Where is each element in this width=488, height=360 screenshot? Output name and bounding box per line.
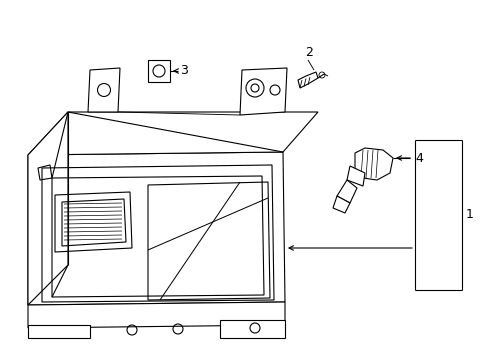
Polygon shape [332,196,349,213]
Polygon shape [336,180,356,203]
Polygon shape [354,148,392,180]
Text: 3: 3 [180,64,187,77]
Polygon shape [28,325,90,338]
Polygon shape [88,68,120,112]
Polygon shape [297,72,317,88]
Polygon shape [28,302,285,328]
Text: 4: 4 [414,152,422,165]
Text: 2: 2 [305,45,312,58]
Polygon shape [28,152,285,305]
Polygon shape [28,112,68,305]
Polygon shape [346,166,364,186]
Polygon shape [220,320,285,338]
Text: 1: 1 [465,208,473,221]
Polygon shape [148,60,170,82]
Polygon shape [28,112,317,155]
Polygon shape [240,68,286,115]
